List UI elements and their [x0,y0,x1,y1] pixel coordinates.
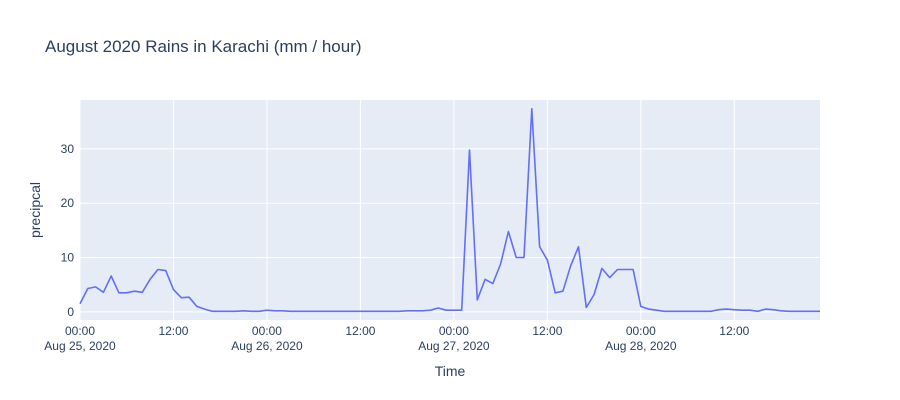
series-line-precipcal[interactable] [79,107,820,313]
grid-lines [79,100,820,320]
x-tick-label: 12:00 [345,324,375,338]
x-tick-date-label: Aug 27, 2020 [418,339,490,353]
x-tick-date-label: Aug 26, 2020 [231,339,303,353]
y-tick-label: 20 [61,196,75,210]
x-tick-label: 12:00 [532,324,562,338]
x-axis-title: Time [435,363,466,379]
x-tick-label: 00:00 [439,324,469,338]
plot-area[interactable] [80,100,820,320]
x-tick-label: 12:00 [719,324,749,338]
y-tick-label: 10 [61,251,75,265]
x-tick-label: 00:00 [65,324,95,338]
chart-title: August 2020 Rains in Karachi (mm / hour) [45,37,362,56]
x-tick-label: 00:00 [626,324,656,338]
y-tick-label: 0 [67,305,74,319]
x-tick-label: 00:00 [252,324,282,338]
y-axis-title: precipcal [27,182,43,238]
y-tick-label: 30 [61,142,75,156]
x-tick-date-label: Aug 28, 2020 [605,339,677,353]
x-tick-date-label: Aug 25, 2020 [44,339,116,353]
x-tick-label: 12:00 [158,324,188,338]
